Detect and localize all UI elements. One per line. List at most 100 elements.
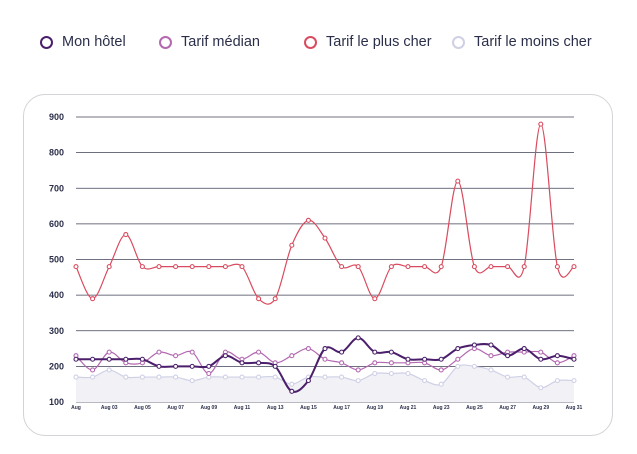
point-tarif-median [305,346,311,352]
point-tarif-median [355,367,361,373]
point-tarif-le-moins-cher [571,378,577,384]
point-mon-hotel [455,346,461,352]
legend-marker-tarif-plus-cher [304,35,317,49]
point-mon-hotel [222,353,228,359]
point-tarif-le-plus-cher [339,264,345,270]
point-tarif-median [206,370,212,377]
point-tarif-median [173,353,179,359]
point-tarif-le-plus-cher [305,217,311,223]
point-tarif-le-moins-cher [189,378,195,384]
point-tarif-le-plus-cher [438,264,444,270]
point-mon-hotel [388,349,394,355]
x-tick-label: Aug [71,405,81,411]
y-tick-label: 600 [49,219,64,229]
point-mon-hotel [521,346,527,352]
y-tick-label: 400 [49,290,64,300]
legend-item-mon-hotel[interactable]: Mon hôtel [40,32,126,52]
legend-item-tarif-median[interactable]: Tarif médian [159,32,260,52]
legend-item-tarif-moins-cher[interactable]: Tarif le moins cher [452,32,592,52]
point-mon-hotel [505,353,511,359]
point-mon-hotel [139,356,145,362]
point-mon-hotel [471,342,477,348]
point-tarif-le-moins-cher [272,374,278,380]
x-tick-label: Aug 15 [300,405,317,411]
y-tick-label: 800 [49,148,64,158]
point-tarif-median [488,353,494,359]
point-mon-hotel [405,356,411,362]
point-mon-hotel [355,335,361,341]
point-tarif-le-plus-cher [289,242,295,248]
point-mon-hotel [73,356,79,362]
point-tarif-le-plus-cher [521,264,527,270]
point-tarif-median [388,360,394,366]
point-mon-hotel [206,363,212,369]
point-tarif-le-moins-cher [123,374,129,380]
point-mon-hotel [422,356,428,362]
point-tarif-le-moins-cher [289,381,295,387]
point-tarif-le-plus-cher [73,264,79,270]
y-tick-label: 500 [49,255,64,265]
point-tarif-le-moins-cher [488,367,494,373]
point-tarif-le-moins-cher [322,374,328,380]
x-tick-label: Aug 05 [134,405,151,411]
point-tarif-le-moins-cher [405,370,411,377]
y-tick-label: 200 [49,361,64,371]
point-tarif-le-moins-cher [256,374,262,380]
point-tarif-le-plus-cher [471,264,477,270]
legend-label-tarif-plus-cher: Tarif le plus cher [326,34,432,50]
point-tarif-le-plus-cher [488,264,494,270]
point-tarif-le-moins-cher [521,374,527,380]
x-tick-label: Aug 21 [400,405,417,411]
point-tarif-le-moins-cher [139,374,145,380]
point-tarif-le-plus-cher [239,264,245,270]
point-mon-hotel [289,388,295,394]
x-tick-label: Aug 29 [532,405,549,411]
point-tarif-median [189,349,195,355]
point-mon-hotel [106,356,112,362]
point-mon-hotel [339,349,345,355]
x-tick-label: Aug 09 [200,405,217,411]
point-tarif-le-plus-cher [139,264,145,270]
point-tarif-median [256,349,262,355]
point-tarif-median [106,349,112,355]
x-tick-label: Aug 31 [566,405,583,411]
x-tick-label: Aug 03 [101,405,118,411]
point-tarif-le-moins-cher [173,374,179,380]
point-mon-hotel [173,363,179,369]
x-tick-label: Aug 17 [333,405,350,411]
point-tarif-le-plus-cher [554,264,560,270]
point-tarif-le-moins-cher [455,363,461,369]
x-tick-label: Aug 13 [267,405,284,411]
point-tarif-median [455,356,461,362]
point-tarif-le-plus-cher [388,264,394,270]
point-tarif-le-plus-cher [106,264,112,270]
x-tick-label: Aug 19 [366,405,383,411]
point-mon-hotel [272,363,278,369]
point-tarif-median [339,360,345,366]
point-tarif-le-plus-cher [256,296,262,302]
point-tarif-le-moins-cher [471,363,477,369]
legend-marker-tarif-moins-cher [452,35,465,49]
point-tarif-le-moins-cher [422,378,428,384]
point-tarif-le-plus-cher [571,264,577,270]
point-mon-hotel [488,342,494,348]
x-tick-label: Aug 11 [234,405,251,411]
y-tick-label: 300 [49,326,64,336]
point-tarif-le-moins-cher [73,374,79,380]
point-tarif-le-moins-cher [106,367,112,373]
point-tarif-le-plus-cher [322,235,328,241]
point-tarif-le-plus-cher [455,178,461,184]
point-tarif-le-plus-cher [372,296,378,302]
point-tarif-le-moins-cher [239,374,245,380]
point-tarif-median [289,353,295,359]
point-tarif-le-moins-cher [372,370,378,377]
point-mon-hotel [322,346,328,352]
legend-label-mon-hotel: Mon hôtel [62,34,126,50]
point-tarif-le-moins-cher [355,378,361,384]
series-line-tarif-le-plus-cher [75,123,575,305]
point-tarif-le-plus-cher [355,264,361,270]
point-mon-hotel [305,378,311,384]
legend-item-tarif-plus-cher[interactable]: Tarif le plus cher [304,32,432,52]
x-tick-label: Aug 07 [167,405,184,411]
point-tarif-le-moins-cher [538,385,544,391]
